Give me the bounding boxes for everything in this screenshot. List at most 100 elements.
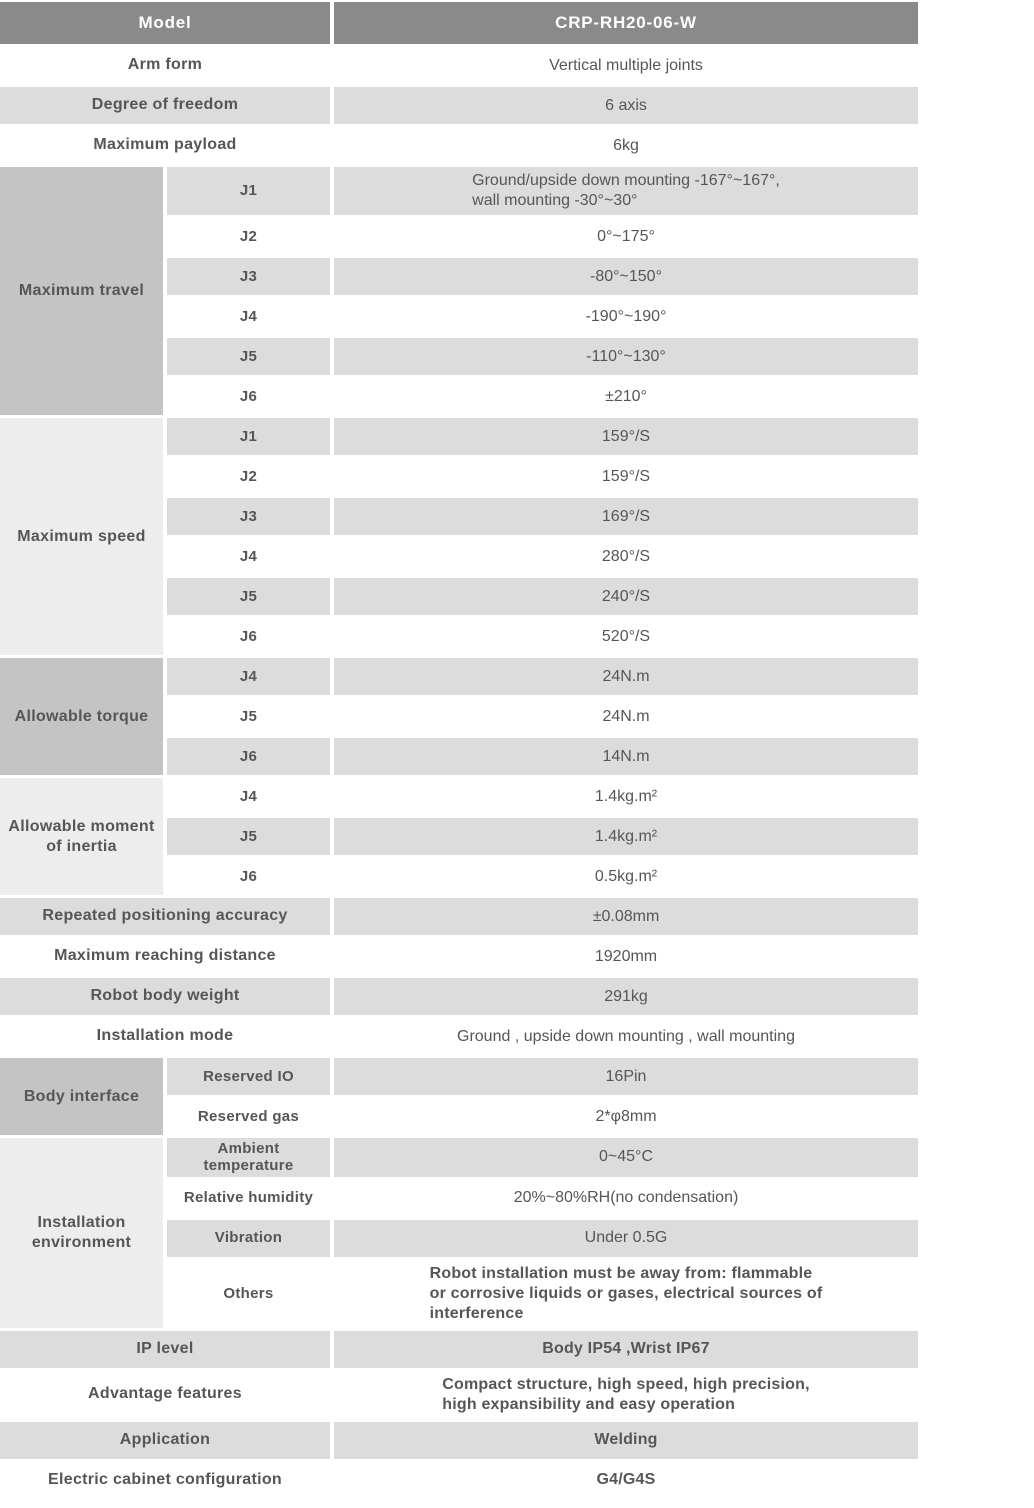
spec-row: J2 159°/S	[167, 458, 918, 495]
sub-label: Ambient temperature	[167, 1138, 330, 1177]
row-value: -190°~190°	[334, 298, 918, 335]
spec-row: J5 1.4kg.m²	[167, 818, 918, 855]
spec-row: J1 159°/S	[167, 418, 918, 455]
spec-row: Electric cabinet configuration G4/G4S	[0, 1461, 918, 1499]
sub-label: J5	[167, 338, 330, 375]
value-text: -110°~130°	[586, 347, 666, 365]
row-value: 240°/S	[334, 578, 918, 615]
value-text: Compact structure, high speed, high prec…	[442, 1375, 810, 1413]
value-text: -190°~190°	[585, 307, 667, 325]
row-value: 20%~80%RH(no condensation)	[334, 1179, 918, 1217]
value-text: 280°/S	[601, 547, 651, 565]
spec-row: Maximum reaching distance 1920mm	[0, 938, 918, 975]
sub-label: J6	[167, 618, 330, 655]
value-text: 159°/S	[601, 467, 651, 485]
row-value: Compact structure, high speed, high prec…	[334, 1370, 918, 1419]
row-value: Welding	[334, 1421, 918, 1459]
value-text: G4/G4S	[596, 1471, 656, 1488]
value-text: 0.5kg.m²	[594, 867, 658, 885]
spec-table-header: Model CRP-RH20-06-W	[0, 2, 918, 44]
value-text: 520°/S	[601, 627, 651, 645]
row-value: Vertical multiple joints	[334, 47, 918, 84]
spec-row: Relative humidity 20%~80%RH(no condensati…	[167, 1179, 918, 1217]
sub-label: J1	[167, 418, 330, 455]
row-value: 0°~175°	[334, 218, 918, 255]
sub-label: J5	[167, 578, 330, 615]
row-value: 14N.m	[334, 738, 918, 775]
value-text: 159°/S	[601, 427, 651, 445]
sub-label: J4	[167, 778, 330, 815]
sub-label: J2	[167, 218, 330, 255]
row-value: 169°/S	[334, 498, 918, 535]
value-text: Ground , upside down mounting , wall mou…	[457, 1027, 795, 1045]
row-label: Maximum payload	[0, 127, 330, 164]
spec-row: J6 520°/S	[167, 618, 918, 655]
spec-row: J1 Ground/upside down mounting -167°~167°…	[167, 167, 918, 215]
group-body: J1 159°/S J2 159°/S J3 169°/S J4 280°/S J5 240°/S…	[167, 418, 918, 655]
row-label: Application	[0, 1421, 330, 1459]
value-text: 6kg	[613, 136, 639, 154]
group-body: J1 Ground/upside down mounting -167°~167°…	[167, 167, 918, 415]
sub-label: J4	[167, 658, 330, 695]
sub-label: J3	[167, 258, 330, 295]
value-text: Robot installation must be away from: fl…	[429, 1264, 823, 1322]
spec-row: Advantage features Compact structure, hig…	[0, 1370, 918, 1419]
row-value: 24N.m	[334, 698, 918, 735]
spec-row: Ambient temperature 0~45°C	[167, 1138, 918, 1177]
value-text: Body IP54 ,Wrist IP67	[542, 1340, 710, 1357]
group-body: Ambient temperature 0~45°C Relative humidi…	[167, 1138, 918, 1328]
value-text: Vertical multiple joints	[549, 56, 703, 74]
row-label: Degree of freedom	[0, 87, 330, 124]
row-value: Ground , upside down mounting , wall mou…	[334, 1018, 918, 1055]
spec-row: Reserved IO 16Pin	[167, 1058, 918, 1095]
spec-row: J2 0°~175°	[167, 218, 918, 255]
row-value: Body IP54 ,Wrist IP67	[334, 1330, 918, 1368]
value-text: 291kg	[604, 987, 648, 1005]
value-text: ±210°	[605, 387, 647, 405]
row-label: Advantage features	[0, 1370, 330, 1419]
sub-label: J1	[167, 167, 330, 215]
spec-row: J6 14N.m	[167, 738, 918, 775]
model-header-value: CRP-RH20-06-W	[334, 2, 918, 44]
spec-row: J4 24N.m	[167, 658, 918, 695]
group-body: Reserved IO 16Pin Reserved gas 2*φ8mm	[167, 1058, 918, 1135]
value-text: 1920mm	[594, 947, 658, 965]
group-label: Allowable moment of inertia	[0, 778, 163, 895]
group-label: Maximum travel	[0, 167, 163, 415]
spec-group: Allowable moment of inertia J4 1.4kg.m² J5 1…	[0, 778, 918, 895]
value-text: 16Pin	[605, 1067, 647, 1085]
row-value: 6 axis	[334, 87, 918, 124]
sub-label: J6	[167, 738, 330, 775]
spec-group: Maximum speed J1 159°/S J2 159°/S J3 169°/S J4 2…	[0, 418, 918, 655]
row-value: 1.4kg.m²	[334, 778, 918, 815]
spec-row: Reserved gas 2*φ8mm	[167, 1098, 918, 1135]
sub-label: J6	[167, 858, 330, 895]
value-text: 24N.m	[602, 667, 650, 685]
row-value: Robot installation must be away from: fl…	[334, 1259, 918, 1328]
spec-row: Repeated positioning accuracy ±0.08mm	[0, 898, 918, 935]
spec-row: J5 -110°~130°	[167, 338, 918, 375]
value-text: 240°/S	[601, 587, 651, 605]
sub-label: Others	[167, 1259, 330, 1328]
spec-row: IP level Body IP54 ,Wrist IP67	[0, 1330, 918, 1368]
spec-group: Installation environment Ambient temperat…	[0, 1138, 918, 1328]
value-text: Ground/upside down mounting -167°~167°, …	[472, 172, 780, 209]
value-text: ±0.08mm	[592, 907, 660, 925]
value-text: 2*φ8mm	[595, 1107, 657, 1125]
row-label: IP level	[0, 1330, 330, 1368]
row-value: 1920mm	[334, 938, 918, 975]
value-text: 1.4kg.m²	[594, 787, 658, 805]
spec-row: J6 0.5kg.m²	[167, 858, 918, 895]
value-text: Welding	[594, 1431, 658, 1448]
spec-row: J4 280°/S	[167, 538, 918, 575]
sub-label: J2	[167, 458, 330, 495]
value-text: 24N.m	[602, 707, 650, 725]
sub-label: Relative humidity	[167, 1179, 330, 1217]
spec-row: Maximum payload 6kg	[0, 127, 918, 164]
spec-row: Application Welding	[0, 1421, 918, 1459]
row-value: 159°/S	[334, 458, 918, 495]
value-text: 6 axis	[605, 96, 647, 114]
group-label: Body interface	[0, 1058, 163, 1135]
row-label: Electric cabinet configuration	[0, 1461, 330, 1499]
spec-group: Allowable torque J4 24N.m J5 24N.m J6 14N.m	[0, 658, 918, 775]
